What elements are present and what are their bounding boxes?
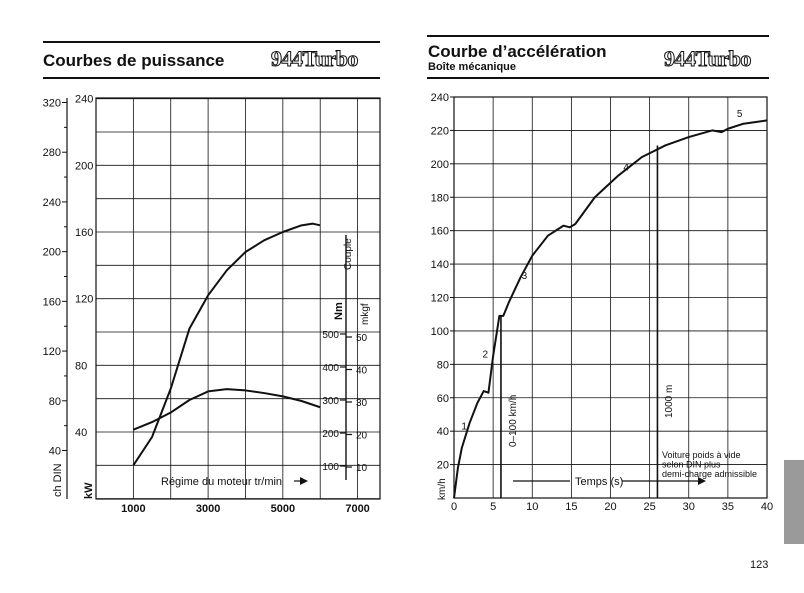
x-tick-label: 5000 [271, 503, 295, 515]
y-tick-label: 240 [431, 92, 449, 104]
torque-curve-series [132, 388, 321, 431]
mkgf-tick-label: 20 [356, 431, 368, 442]
kw-tick-label: 120 [75, 294, 93, 306]
gear-label: 4 [623, 163, 629, 174]
ch-din-tick-label: 240 [43, 197, 61, 209]
marker-label-0-100: 0–100 km/h [508, 395, 519, 447]
mkgf-axis-label: mkgf [360, 303, 371, 325]
x-tick-label: 15 [565, 501, 577, 513]
x-tick-label: 7000 [345, 503, 369, 515]
x-tick-label: 1000 [121, 503, 145, 515]
x-tick-label: 35 [722, 501, 734, 513]
ch-din-tick-label: 280 [43, 147, 61, 159]
kw-tick-label: 240 [75, 94, 93, 106]
annotation-text: demi-charge admissible [662, 469, 757, 479]
y-axis-label: km/h [437, 478, 448, 500]
y-tick-label: 40 [437, 426, 449, 438]
nm-tick-label: 500 [322, 330, 339, 341]
right-944-turbo-logo: 944Turbo [664, 46, 752, 72]
annotation-text: Voiture poids à vide [662, 450, 741, 460]
left-944-turbo-logo: 944Turbo [271, 46, 359, 72]
x-tick-label: 25 [644, 501, 656, 513]
x-axis-label: Régime du moteur tr/min [161, 476, 282, 488]
y-tick-label: 60 [437, 393, 449, 405]
acceleration-curve-series [453, 119, 768, 499]
x-tick-label: 3000 [196, 503, 220, 515]
right-header-rule-bottom [427, 77, 769, 79]
annotation-text: selon DIN plus [662, 460, 721, 470]
right-page-subtitle: Boîte mécanique [428, 61, 517, 73]
x-axis-arrow-head [300, 477, 308, 485]
y-tick-label: 160 [431, 226, 449, 238]
nm-tick-label: 400 [322, 363, 339, 374]
kw-tick-label: 80 [75, 360, 87, 372]
y-tick-label: 140 [431, 259, 449, 271]
ch-din-tick-label: 40 [49, 446, 61, 458]
ch-din-tick-label: 120 [43, 346, 61, 358]
x-tick-label: 40 [761, 501, 773, 513]
plot-frame [95, 97, 381, 500]
gear-label: 5 [737, 109, 743, 120]
mkgf-tick-label: 50 [356, 333, 368, 344]
gear-label: 1 [461, 421, 467, 432]
x-tick-label: 5 [490, 501, 496, 513]
y-tick-label: 120 [431, 293, 449, 305]
y-tick-label: 100 [431, 326, 449, 338]
power-curves-chart: 40 80 120 160 200 240 280 320 ch DIN 40 80 120 160 20… [43, 94, 381, 515]
y-tick-label: 20 [437, 460, 449, 472]
nm-axis-label: Nm [333, 302, 345, 320]
kw-tick-label: 160 [75, 227, 93, 239]
x-tick-label: 10 [526, 501, 538, 513]
left-header-rule-bottom [43, 77, 380, 79]
right-page-title: Courbe d’accélération [428, 42, 607, 61]
power-curve-series [132, 222, 321, 466]
x-tick-label: 0 [451, 501, 457, 513]
ch-din-axis-label: ch DIN [52, 463, 64, 497]
x-tick-label: 30 [683, 501, 695, 513]
mkgf-tick-label: 30 [356, 398, 368, 409]
right-header-rule-top [427, 35, 769, 37]
ch-din-tick-label: 160 [43, 296, 61, 308]
ch-din-tick-label: 320 [43, 98, 61, 110]
nm-tick-label: 300 [322, 396, 339, 407]
nm-tick-label: 100 [322, 462, 339, 473]
left-page-title: Courbes de puissance [43, 51, 225, 70]
x-axis-arrow-head [698, 477, 706, 485]
kw-tick-label: 40 [75, 427, 87, 439]
y-tick-label: 220 [431, 125, 449, 137]
gear-label: 3 [522, 271, 528, 282]
couple-axis-label: Couple [343, 238, 354, 270]
page-number: 123 [750, 559, 769, 571]
ch-din-tick-label: 80 [49, 396, 61, 408]
y-tick-label: 80 [437, 359, 449, 371]
x-axis-label: Temps (s) [575, 476, 623, 488]
marker-label-1000m: 1000 m [664, 385, 675, 418]
left-header-rule-top [43, 41, 380, 43]
mkgf-tick-label: 10 [356, 463, 368, 474]
gear-label: 2 [483, 350, 489, 361]
nm-tick-label: 200 [322, 429, 339, 440]
kw-axis-label: kW [83, 482, 95, 499]
y-tick-label: 180 [431, 192, 449, 204]
x-tick-label: 20 [604, 501, 616, 513]
ch-din-tick-label: 200 [43, 247, 61, 259]
kw-tick-label: 200 [75, 160, 93, 172]
y-tick-label: 200 [431, 159, 449, 171]
page-edge-tab [784, 460, 804, 544]
mkgf-tick-label: 40 [356, 366, 368, 377]
